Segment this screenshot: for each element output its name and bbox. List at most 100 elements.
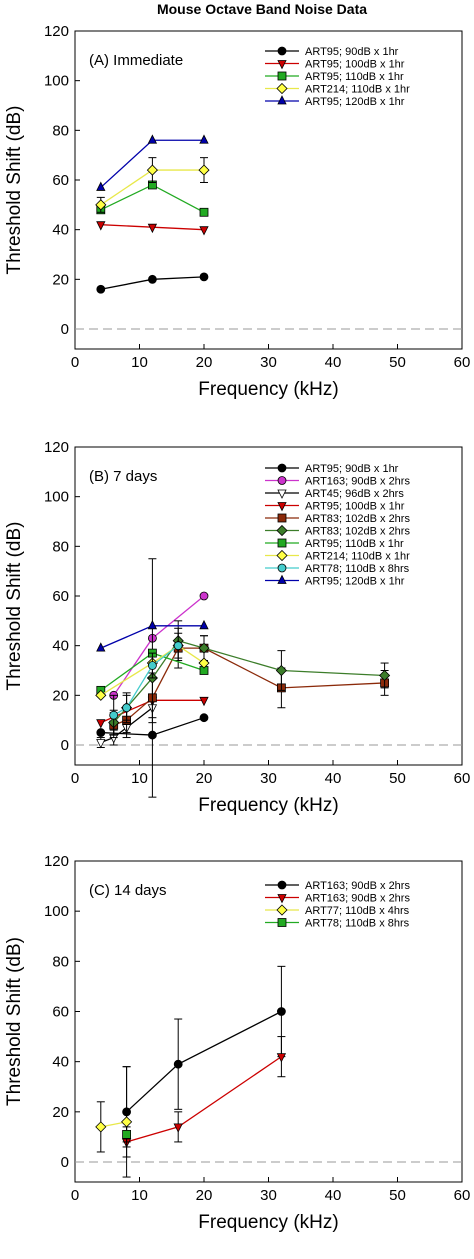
series-line: [100, 707, 153, 744]
y-axis-label: Threshold Shift (dB): [4, 106, 25, 275]
legend-marker: [277, 894, 287, 904]
x-tick-label: 0: [71, 1187, 79, 1204]
legend-marker: [277, 918, 287, 927]
data-series: [96, 180, 209, 217]
data-point: [96, 642, 106, 652]
legend-marker: [277, 574, 287, 584]
data-point: [275, 664, 287, 677]
legend-label: ART95; 100dB x 1hr: [305, 501, 405, 513]
plot-frame: [74, 30, 463, 350]
data-point: [199, 272, 209, 282]
y-tick-label: 80: [52, 122, 69, 139]
data-point: [96, 719, 106, 729]
y-tick-label: 40: [52, 1054, 69, 1071]
legend-label: ART78; 110dB x 8hrs: [305, 918, 410, 930]
data-point: [96, 739, 106, 749]
data-point: [173, 1123, 183, 1133]
legend-marker: [277, 463, 287, 473]
series-line: [113, 645, 179, 716]
legend-label: ART95; 100dB x 1hr: [305, 59, 405, 71]
data-point: [95, 199, 107, 211]
legend-label: ART214; 110dB x 1hr: [305, 551, 410, 563]
legend-label: ART95; 110dB x 1hr: [305, 538, 404, 550]
legend-label: ART83; 102dB x 2hrs: [305, 526, 410, 538]
data-point: [96, 221, 106, 231]
x-tick-label: 20: [196, 354, 213, 371]
data-point: [276, 1053, 287, 1063]
chart-panel: 0 10 20 30 40 50 60 0 20 40 60 80 100 120 Frequency (k…: [4, 439, 470, 816]
x-tick-label: 40: [325, 354, 342, 371]
x-tick-label: 30: [260, 770, 277, 787]
data-point: [198, 657, 210, 669]
legend-label: ART45; 96dB x 2hrs: [305, 488, 404, 500]
x-axis-label: Frequency (kHz): [198, 1212, 338, 1233]
data-point: [199, 713, 209, 723]
data-series: [122, 965, 286, 1158]
data-point: [147, 619, 158, 630]
figure-title: Mouse Octave Band Noise Data: [157, 1, 367, 17]
series-line: [126, 1056, 282, 1143]
x-tick-label: 30: [260, 354, 277, 371]
data-series: [96, 221, 209, 236]
data-point: [199, 696, 209, 707]
x-tick-label: 20: [196, 770, 213, 787]
panel-label: (C) 14 days: [89, 882, 167, 899]
series-line: [100, 644, 205, 696]
chart-panel: 0 10 20 30 40 50 60 0 20 40 60 80 100 120 Frequency (k…: [4, 23, 470, 400]
legend-label: ART214; 110dB x 1hr: [305, 84, 410, 96]
y-tick-label: 20: [52, 687, 69, 704]
panel-label: (B) 7 days: [89, 468, 157, 485]
legend-marker: [277, 513, 287, 523]
series-line: [113, 595, 205, 696]
y-tick-label: 0: [61, 321, 69, 338]
x-tick-label: 50: [389, 354, 406, 371]
data-point: [147, 661, 157, 670]
legend-marker: [277, 60, 287, 70]
legend-label: ART95; 120dB x 1hr: [305, 96, 405, 108]
legend-marker: [277, 46, 287, 56]
data-point: [122, 1130, 131, 1139]
data-point: [95, 1121, 107, 1133]
data-point: [147, 134, 158, 144]
data-point: [379, 669, 391, 682]
legend-marker: [277, 95, 287, 105]
data-point: [96, 181, 106, 191]
data-series: [121, 1036, 287, 1148]
y-axis-label: Threshold Shift (dB): [4, 937, 25, 1106]
y-tick-label: 40: [52, 638, 69, 655]
x-tick-label: 40: [325, 770, 342, 787]
y-tick-label: 20: [52, 271, 69, 288]
legend-marker: [277, 502, 287, 512]
data-point: [173, 641, 183, 651]
x-axis-label: Frequency (kHz): [198, 379, 338, 400]
x-tick-label: 50: [389, 1187, 406, 1204]
data-series: [96, 272, 209, 294]
legend-marker: [277, 880, 287, 890]
legend-marker: [277, 563, 287, 573]
legend-marker: [277, 538, 287, 548]
legend-label: ART163; 90dB x 2hrs: [305, 880, 410, 892]
legend-marker: [276, 904, 288, 916]
x-tick-label: 10: [131, 1187, 148, 1204]
x-tick-label: 60: [454, 354, 471, 371]
data-point: [173, 1059, 183, 1069]
y-axis-label: Threshold Shift (dB): [4, 522, 25, 691]
data-point: [109, 710, 119, 720]
data-point: [199, 207, 209, 217]
y-tick-label: 40: [52, 222, 69, 239]
y-tick-label: 100: [44, 489, 69, 506]
legend-label: ART163; 90dB x 2hrs: [305, 893, 410, 905]
data-point: [199, 226, 209, 236]
data-point: [198, 164, 210, 176]
data-point: [121, 1116, 133, 1128]
legend-label: ART95; 90dB x 1hr: [305, 46, 399, 58]
data-series: [122, 1126, 131, 1143]
legend-label: ART83; 102dB x 2hrs: [305, 513, 410, 525]
data-point: [199, 591, 209, 601]
data-series: [95, 157, 210, 213]
y-tick-label: 120: [44, 853, 69, 870]
